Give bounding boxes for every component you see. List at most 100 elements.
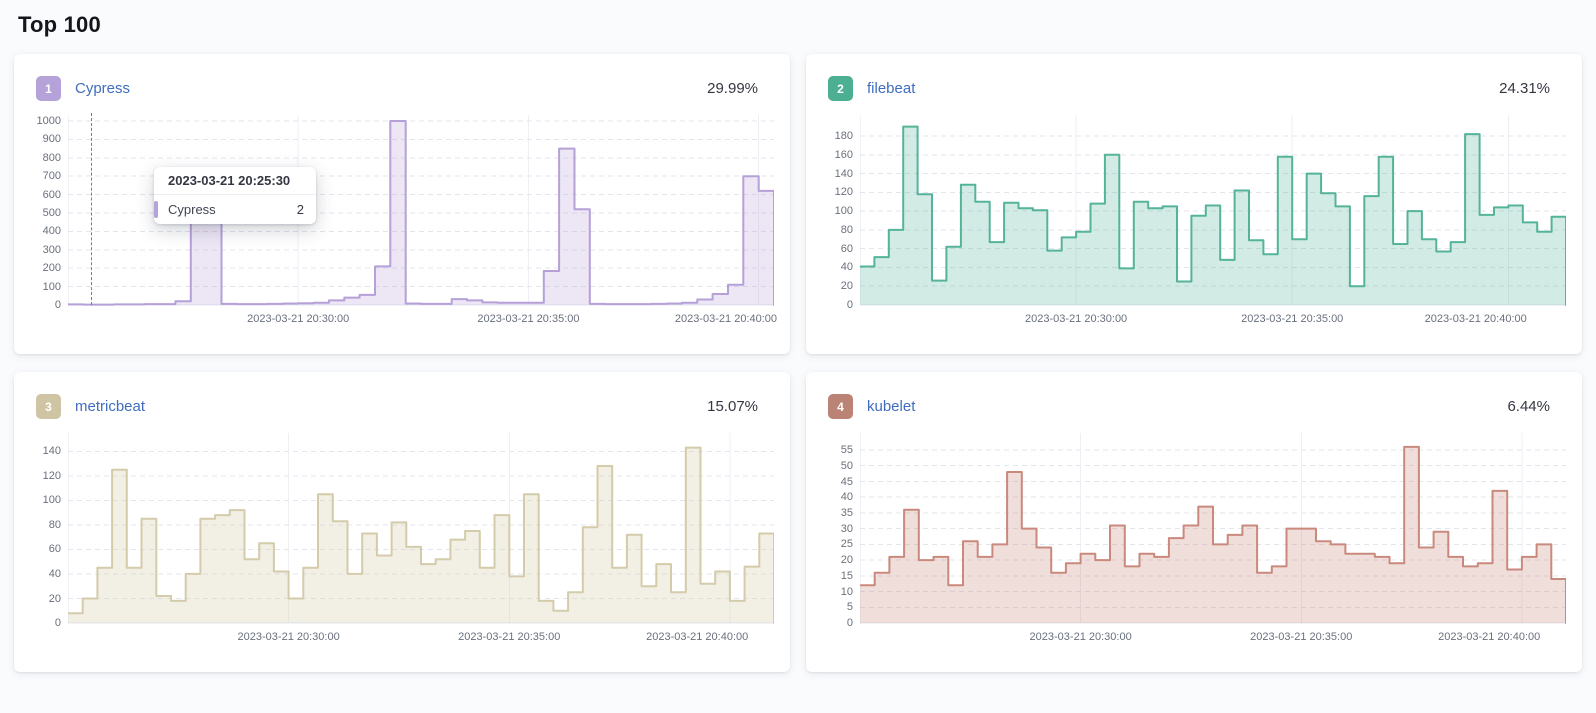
y-tick-label: 1000 xyxy=(36,115,61,127)
rank-badge: 3 xyxy=(36,394,61,419)
panel-card: 2 filebeat 24.31% 0 20 40 60 80 100 120 140 160 1… xyxy=(806,54,1582,354)
tooltip-header: 2023-03-21 20:25:30 xyxy=(154,167,316,195)
x-tick-label: 2023-03-21 20:30:00 xyxy=(237,631,340,643)
y-tick-label: 30 xyxy=(840,522,853,535)
y-tick-label: 20 xyxy=(48,592,61,605)
y-tick-label: 300 xyxy=(42,243,61,256)
y-tick-label: 20 xyxy=(840,280,853,293)
y-tick-label: 15 xyxy=(840,569,853,582)
y-tick-label: 0 xyxy=(846,299,853,311)
y-tick-label: 40 xyxy=(840,491,853,504)
chart-svg xyxy=(68,115,774,306)
x-tick-label: 2023-03-21 20:40:00 xyxy=(1424,313,1527,325)
x-tick-label: 2023-03-21 20:30:00 xyxy=(247,313,350,325)
y-tick-label: 700 xyxy=(42,170,61,183)
y-axis-labels: 0 20 40 60 80 100 120 140 xyxy=(30,429,68,629)
x-axis-labels: 2023-03-21 20:30:00 2023-03-21 20:35:00 20… xyxy=(68,306,778,326)
y-tick-label: 60 xyxy=(840,242,853,255)
chart-svg xyxy=(860,433,1566,624)
y-tick-label: 500 xyxy=(42,207,61,219)
y-tick-label: 100 xyxy=(834,205,853,218)
tooltip-series-value: 2 xyxy=(296,202,304,217)
x-axis-labels: 2023-03-21 20:30:00 2023-03-21 20:35:00 20… xyxy=(860,624,1566,644)
y-tick-label: 5 xyxy=(846,601,853,614)
chart: 0 100 200 300 400 500 600 700 800 900 1000 2023-03… xyxy=(30,111,774,311)
y-tick-label: 45 xyxy=(840,475,853,488)
y-axis-labels: 0 5 10 15 20 25 30 35 40 45 50 55 xyxy=(822,429,860,629)
y-tick-label: 200 xyxy=(42,262,61,275)
panel-title-link[interactable]: Cypress xyxy=(75,80,131,97)
y-tick-label: 140 xyxy=(42,445,61,458)
y-tick-label: 40 xyxy=(840,261,853,274)
x-tick-label: 2023-03-21 20:35:00 xyxy=(477,313,580,325)
plot-area[interactable] xyxy=(860,111,1566,306)
y-tick-label: 120 xyxy=(42,469,61,482)
x-tick-label: 2023-03-21 20:40:00 xyxy=(646,631,749,643)
y-tick-label: 600 xyxy=(42,188,61,201)
panel-percent: 15.07% xyxy=(707,398,758,415)
y-tick-label: 80 xyxy=(840,223,853,236)
tooltip-series-label: Cypress xyxy=(168,202,216,217)
chart-svg xyxy=(860,115,1566,306)
y-tick-label: 180 xyxy=(834,130,853,142)
x-tick-label: 2023-03-21 20:30:00 xyxy=(1025,313,1128,325)
panels-grid: 1 Cypress 29.99% 0 100 200 300 400 500 600 700 8… xyxy=(0,54,1596,672)
tooltip-series-row: Cypress 2 xyxy=(154,195,316,224)
x-tick-label: 2023-03-21 20:30:00 xyxy=(1029,631,1132,643)
y-tick-label: 55 xyxy=(840,444,853,456)
plot-area[interactable] xyxy=(68,429,774,624)
chart: 0 20 40 60 80 100 120 140 xyxy=(30,429,774,629)
x-axis-labels: 2023-03-21 20:30:00 2023-03-21 20:35:00 20… xyxy=(68,624,774,644)
y-axis-labels: 0 100 200 300 400 500 600 700 800 900 1000 xyxy=(30,111,68,311)
chart: 0 20 40 60 80 100 120 140 160 180 xyxy=(822,111,1566,311)
panel-title-link[interactable]: filebeat xyxy=(867,80,916,97)
x-tick-label: 2023-03-21 20:40:00 xyxy=(674,313,778,325)
x-axis-labels: 2023-03-21 20:30:00 2023-03-21 20:35:00 20… xyxy=(860,306,1566,326)
panel-header: 3 metricbeat 15.07% xyxy=(36,394,770,419)
rank-badge: 1 xyxy=(36,76,61,101)
plot-area[interactable] xyxy=(860,429,1566,624)
y-tick-label: 60 xyxy=(48,543,61,556)
y-axis-labels: 0 20 40 60 80 100 120 140 160 180 xyxy=(822,111,860,311)
y-tick-label: 10 xyxy=(840,585,853,598)
y-tick-label: 20 xyxy=(840,554,853,567)
chart-tooltip: 2023-03-21 20:25:30 Cypress 2 xyxy=(154,167,316,224)
y-tick-label: 50 xyxy=(840,459,853,472)
tooltip-series-marker xyxy=(154,201,158,218)
panel-title-link[interactable]: kubelet xyxy=(867,398,916,415)
chart: 0 5 10 15 20 25 30 35 40 45 50 55 xyxy=(822,429,1566,629)
panel-percent: 29.99% xyxy=(707,80,758,97)
x-tick-label: 2023-03-21 20:40:00 xyxy=(1438,631,1541,643)
y-tick-label: 120 xyxy=(834,186,853,199)
y-tick-label: 80 xyxy=(48,518,61,531)
y-tick-label: 100 xyxy=(42,280,61,293)
cursor-line xyxy=(91,113,92,305)
y-tick-label: 800 xyxy=(42,151,61,164)
x-tick-label: 2023-03-21 20:35:00 xyxy=(458,631,561,643)
y-tick-label: 400 xyxy=(42,225,61,238)
y-tick-label: 900 xyxy=(42,133,61,146)
y-tick-label: 140 xyxy=(834,167,853,180)
panel-title-link[interactable]: metricbeat xyxy=(75,398,146,415)
rank-badge: 2 xyxy=(828,76,853,101)
panel-card: 3 metricbeat 15.07% 0 20 40 60 80 100 120 140 2… xyxy=(14,372,790,672)
panel-card: 1 Cypress 29.99% 0 100 200 300 400 500 600 700 8… xyxy=(14,54,790,354)
y-tick-label: 0 xyxy=(54,299,61,311)
chart-svg xyxy=(68,433,774,624)
x-tick-label: 2023-03-21 20:35:00 xyxy=(1250,631,1353,643)
x-tick-label: 2023-03-21 20:35:00 xyxy=(1241,313,1344,325)
y-tick-label: 100 xyxy=(42,494,61,507)
y-tick-label: 25 xyxy=(840,538,853,551)
rank-badge: 4 xyxy=(828,394,853,419)
y-tick-label: 0 xyxy=(846,617,853,629)
y-tick-label: 35 xyxy=(840,506,853,519)
panel-header: 4 kubelet 6.44% xyxy=(828,394,1562,419)
plot-area[interactable]: 2023-03-21 20:25:30 Cypress 2 xyxy=(68,111,774,306)
page-title: Top 100 xyxy=(18,12,101,37)
panel-header: 1 Cypress 29.99% xyxy=(36,76,770,101)
y-tick-label: 40 xyxy=(48,567,61,580)
panel-percent: 24.31% xyxy=(1499,80,1550,97)
panel-card: 4 kubelet 6.44% 0 5 10 15 20 25 30 35 40 45 50 55 2… xyxy=(806,372,1582,672)
y-tick-label: 0 xyxy=(54,617,61,629)
y-tick-label: 160 xyxy=(834,148,853,161)
